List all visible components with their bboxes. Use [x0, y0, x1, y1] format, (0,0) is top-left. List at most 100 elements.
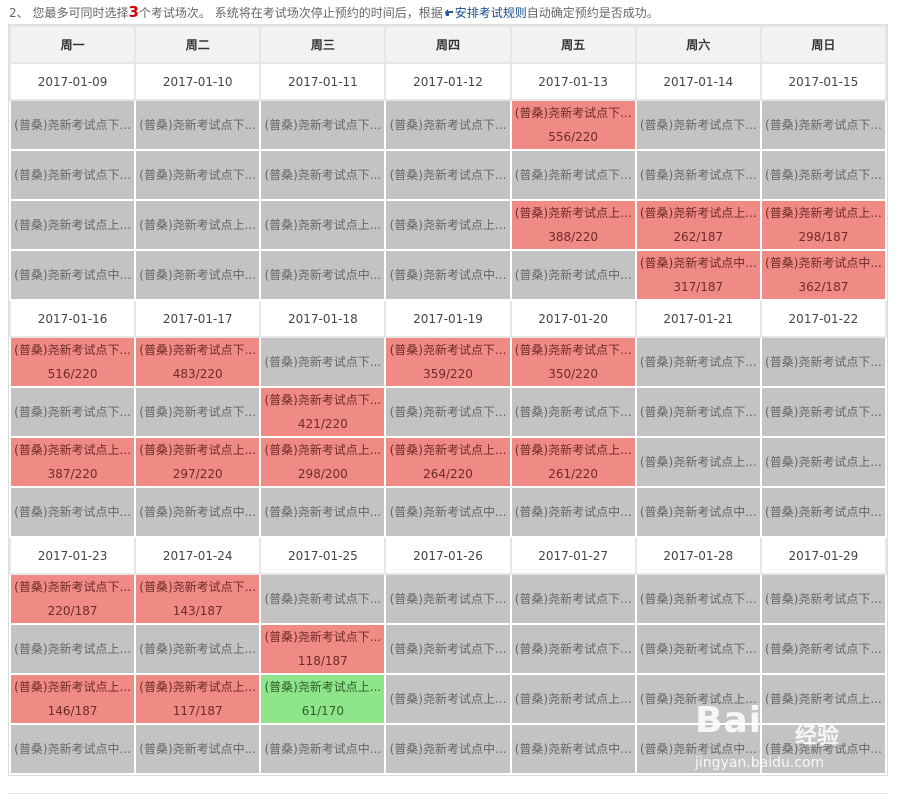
exam-session-cell[interactable]: (普桑)尧新考试点上... [759, 436, 888, 488]
exam-session-cell[interactable]: (普桑)尧新考试点中... [134, 486, 262, 538]
session-capacity: 297/220 [172, 467, 223, 481]
exam-session-cell[interactable]: (普桑)尧新考试点中... [259, 723, 387, 775]
exam-session-cell[interactable]: (普桑)尧新考试点下... [134, 386, 262, 438]
exam-session-cell[interactable]: (普桑)尧新考试点下... 118/187 [259, 623, 387, 675]
exam-session-cell[interactable]: (普桑)尧新考试点下... [634, 149, 762, 201]
exam-session-cell[interactable]: (普桑)尧新考试点下... [384, 149, 512, 201]
exam-session-cell[interactable]: (普桑)尧新考试点下... [759, 623, 888, 675]
session-name: (普桑)尧新考试点中... [639, 742, 757, 756]
exam-rules-link[interactable]: 安排考试规则 [454, 6, 527, 20]
exam-session-cell[interactable]: (普桑)尧新考试点上... [134, 199, 262, 251]
exam-session-cell[interactable]: (普桑)尧新考试点上... 297/220 [134, 436, 262, 488]
exam-session-cell[interactable]: (普桑)尧新考试点中... [259, 249, 387, 301]
exam-session-cell[interactable]: (普桑)尧新考试点下... [259, 149, 387, 201]
exam-session-cell[interactable]: (普桑)尧新考试点下... 143/187 [134, 573, 262, 625]
exam-session-cell[interactable]: (普桑)尧新考试点下... [759, 149, 888, 201]
exam-session-cell[interactable]: (普桑)尧新考试点上... [509, 673, 637, 725]
exam-session-cell[interactable]: (普桑)尧新考试点下... [8, 386, 137, 438]
exam-session-cell[interactable]: (普桑)尧新考试点下... [259, 573, 387, 625]
exam-session-cell[interactable]: (普桑)尧新考试点下... [384, 573, 512, 625]
exam-session-cell[interactable]: (普桑)尧新考试点中... [8, 249, 137, 301]
exam-session-cell[interactable]: (普桑)尧新考试点中... [759, 486, 888, 538]
schedule-body: 2017-01-09 2017-01-10 2017-01-11 2017-01-12… [8, 62, 888, 775]
exam-session-cell[interactable]: (普桑)尧新考试点上... 298/200 [259, 436, 387, 488]
exam-session-cell[interactable]: (普桑)尧新考试点中... [509, 486, 637, 538]
exam-session-cell[interactable]: (普桑)尧新考试点下... [259, 336, 387, 388]
exam-session-cell[interactable]: (普桑)尧新考试点下... 556/220 [509, 99, 637, 151]
session-name: (普桑)尧新考试点中... [389, 268, 507, 282]
date-cell: 2017-01-20 [509, 299, 637, 338]
exam-session-cell[interactable]: (普桑)尧新考试点下... 483/220 [134, 336, 262, 388]
exam-session-cell[interactable]: (普桑)尧新考试点中... [8, 723, 137, 775]
exam-session-cell[interactable]: (普桑)尧新考试点中... [384, 723, 512, 775]
exam-session-cell[interactable]: (普桑)尧新考试点上... [384, 199, 512, 251]
exam-session-cell[interactable]: (普桑)尧新考试点下... [384, 623, 512, 675]
exam-session-cell[interactable]: (普桑)尧新考试点下... [634, 573, 762, 625]
exam-session-cell[interactable]: (普桑)尧新考试点中... [134, 249, 262, 301]
session-capacity: 388/220 [548, 230, 599, 244]
session-name: (普桑)尧新考试点下... [139, 343, 257, 357]
exam-session-cell[interactable]: (普桑)尧新考试点下... 516/220 [8, 336, 137, 388]
exam-session-cell[interactable]: (普桑)尧新考试点下... [8, 99, 137, 151]
exam-session-cell[interactable]: (普桑)尧新考试点下... [759, 386, 888, 438]
exam-session-cell[interactable]: (普桑)尧新考试点上... [8, 199, 137, 251]
session-name: (普桑)尧新考试点下... [639, 118, 757, 132]
exam-session-cell[interactable]: (普桑)尧新考试点上... [259, 199, 387, 251]
exam-session-cell[interactable]: (普桑)尧新考试点上... [134, 623, 262, 675]
date-cell: 2017-01-24 [134, 536, 262, 575]
exam-session-cell[interactable]: (普桑)尧新考试点上... 261/220 [509, 436, 637, 488]
exam-session-cell[interactable]: (普桑)尧新考试点下... [634, 386, 762, 438]
exam-session-cell[interactable]: (普桑)尧新考试点下... [759, 336, 888, 388]
exam-session-cell[interactable]: (普桑)尧新考试点中... [634, 486, 762, 538]
exam-session-cell[interactable]: (普桑)尧新考试点中... [384, 249, 512, 301]
session-name: (普桑)尧新考试点下... [389, 642, 507, 656]
exam-session-cell[interactable]: (普桑)尧新考试点下... [134, 99, 262, 151]
exam-session-cell[interactable]: (普桑)尧新考试点上... 264/220 [384, 436, 512, 488]
exam-session-cell[interactable]: (普桑)尧新考试点中... [384, 486, 512, 538]
exam-session-cell[interactable]: (普桑)尧新考试点下... [8, 149, 137, 201]
exam-session-cell[interactable]: (普桑)尧新考试点下... 220/187 [8, 573, 137, 625]
session-capacity: 220/187 [47, 604, 98, 618]
exam-session-cell[interactable]: (普桑)尧新考试点上... 117/187 [134, 673, 262, 725]
session-capacity: 61/170 [301, 704, 344, 718]
exam-session-cell[interactable]: (普桑)尧新考试点下... [509, 573, 637, 625]
exam-session-cell[interactable]: (普桑)尧新考试点上... 387/220 [8, 436, 137, 488]
exam-session-cell[interactable]: (普桑)尧新考试点下... [634, 623, 762, 675]
exam-session-cell[interactable]: (普桑)尧新考试点下... [384, 99, 512, 151]
session-name: (普桑)尧新考试点中... [14, 268, 131, 282]
exam-session-cell[interactable]: (普桑)尧新考试点中... [759, 723, 888, 775]
exam-session-cell[interactable]: (普桑)尧新考试点中... [8, 486, 137, 538]
exam-session-cell[interactable]: (普桑)尧新考试点上... [634, 436, 762, 488]
exam-session-cell[interactable]: (普桑)尧新考试点中... [509, 723, 637, 775]
exam-session-cell[interactable]: (普桑)尧新考试点上... [634, 673, 762, 725]
exam-session-cell[interactable]: (普桑)尧新考试点下... [509, 623, 637, 675]
exam-session-cell[interactable]: (普桑)尧新考试点下... 350/220 [509, 336, 637, 388]
exam-session-cell[interactable]: (普桑)尧新考试点下... [634, 336, 762, 388]
exam-session-cell[interactable]: (普桑)尧新考试点中... 362/187 [759, 249, 888, 301]
exam-session-cell[interactable]: (普桑)尧新考试点中... [509, 249, 637, 301]
exam-session-cell[interactable]: (普桑)尧新考试点下... [259, 99, 387, 151]
exam-session-cell[interactable]: (普桑)尧新考试点下... [634, 99, 762, 151]
exam-session-cell[interactable]: (普桑)尧新考试点上... 388/220 [509, 199, 637, 251]
exam-session-cell[interactable]: (普桑)尧新考试点下... [759, 573, 888, 625]
exam-session-cell[interactable]: (普桑)尧新考试点上... 146/187 [8, 673, 137, 725]
exam-session-cell[interactable]: (普桑)尧新考试点上... [759, 673, 888, 725]
exam-session-cell[interactable]: (普桑)尧新考试点下... [509, 386, 637, 438]
exam-session-cell[interactable]: (普桑)尧新考试点中... [259, 486, 387, 538]
exam-session-cell[interactable]: (普桑)尧新考试点上... 61/170 [259, 673, 387, 725]
exam-session-cell[interactable]: (普桑)尧新考试点下... 421/220 [259, 386, 387, 438]
exam-session-cell[interactable]: (普桑)尧新考试点下... [509, 149, 637, 201]
weekday-header: 周六 [634, 25, 762, 64]
exam-session-cell[interactable]: (普桑)尧新考试点中... [134, 723, 262, 775]
exam-session-cell[interactable]: (普桑)尧新考试点上... 298/187 [759, 199, 888, 251]
exam-session-cell[interactable]: (普桑)尧新考试点中... [634, 723, 762, 775]
exam-session-cell[interactable]: (普桑)尧新考试点下... 359/220 [384, 336, 512, 388]
exam-session-cell[interactable]: (普桑)尧新考试点下... [384, 386, 512, 438]
exam-session-cell[interactable]: (普桑)尧新考试点下... [134, 149, 262, 201]
exam-session-cell[interactable]: (普桑)尧新考试点上... 262/187 [634, 199, 762, 251]
exam-session-cell[interactable]: (普桑)尧新考试点下... [759, 99, 888, 151]
exam-schedule-grid: 周一 周二 周三 周四 周五 周六 周日 2017-01-09 2017-01-10 2017-… [8, 24, 888, 776]
exam-session-cell[interactable]: (普桑)尧新考试点中... 317/187 [634, 249, 762, 301]
exam-session-cell[interactable]: (普桑)尧新考试点上... [8, 623, 137, 675]
exam-session-cell[interactable]: (普桑)尧新考试点上... [384, 673, 512, 725]
